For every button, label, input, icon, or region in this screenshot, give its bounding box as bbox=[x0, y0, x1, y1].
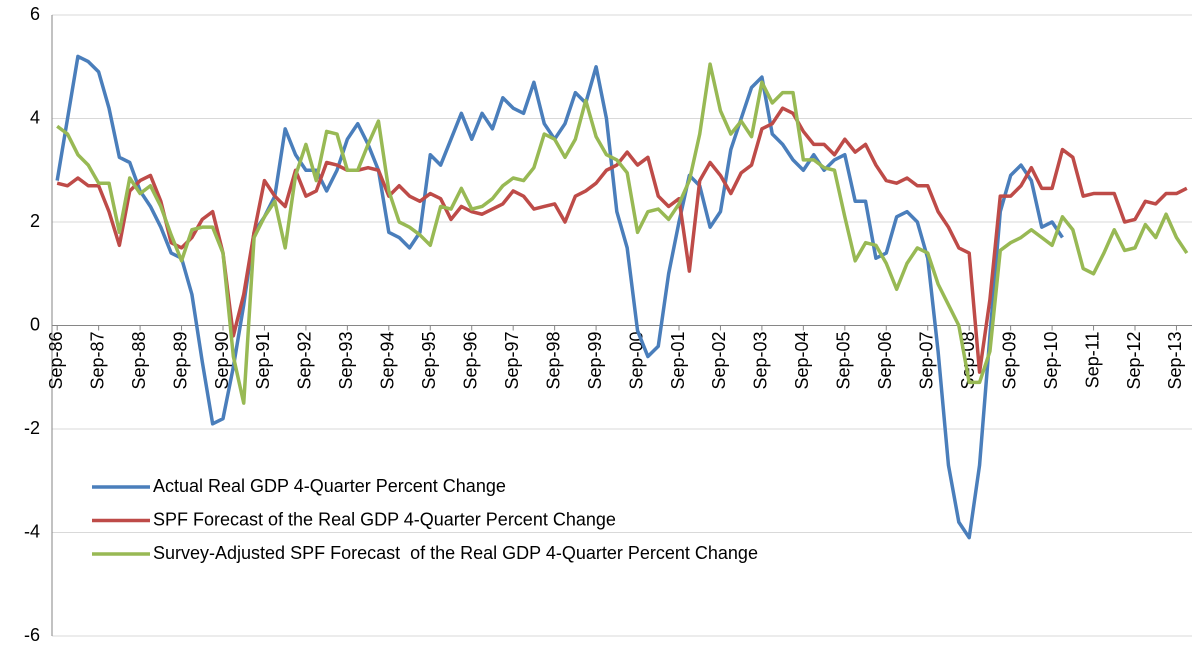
x-tick-label: Sep-97 bbox=[502, 332, 522, 390]
x-tick-label: Sep-09 bbox=[999, 332, 1019, 390]
x-tick-label: Sep-91 bbox=[253, 332, 273, 390]
legend-label: Actual Real GDP 4-Quarter Percent Change bbox=[153, 476, 506, 496]
x-tick-label: Sep-92 bbox=[295, 332, 315, 390]
series-line bbox=[55, 54, 1064, 540]
y-tick-label: -6 bbox=[24, 625, 40, 645]
x-tick-label: Sep-03 bbox=[751, 332, 771, 390]
x-tick-label: Sep-07 bbox=[916, 332, 936, 390]
y-tick-label: 4 bbox=[30, 107, 40, 127]
x-tick-label: Sep-00 bbox=[626, 332, 646, 390]
x-tick-label: Sep-10 bbox=[1041, 332, 1061, 390]
x-tick-label: Sep-89 bbox=[170, 332, 190, 390]
x-tick-label: Sep-13 bbox=[1165, 332, 1185, 390]
x-tick-label: Sep-02 bbox=[709, 332, 729, 390]
x-tick-label: Sep-86 bbox=[46, 332, 66, 390]
x-tick-label: Sep-99 bbox=[585, 332, 605, 390]
x-tick-label: Sep-94 bbox=[378, 332, 398, 390]
y-tick-label: -4 bbox=[24, 521, 40, 541]
legend-label: SPF Forecast of the Real GDP 4-Quarter P… bbox=[153, 509, 616, 529]
legend-label: Survey-Adjusted SPF Forecast of the Real… bbox=[153, 543, 758, 563]
x-tick-label: Sep-90 bbox=[212, 332, 232, 390]
y-tick-label: 2 bbox=[30, 211, 40, 231]
x-tick-label: Sep-05 bbox=[834, 332, 854, 390]
x-tick-label: Sep-96 bbox=[460, 332, 480, 390]
x-tick-label: Sep-04 bbox=[792, 332, 812, 390]
x-tick-label: Sep-12 bbox=[1124, 332, 1144, 390]
y-tick-label: -2 bbox=[24, 418, 40, 438]
x-tick-label: Sep-01 bbox=[668, 332, 688, 390]
x-tick-label: Sep-93 bbox=[336, 332, 356, 390]
series-line bbox=[56, 62, 1189, 405]
x-tick-label: Sep-88 bbox=[129, 332, 149, 390]
series-line bbox=[56, 106, 1188, 374]
x-tick-label: Sep-87 bbox=[87, 332, 107, 390]
x-tick-label: Sep-06 bbox=[875, 332, 895, 390]
x-tick-label: Sep-98 bbox=[543, 332, 563, 390]
y-tick-label: 6 bbox=[30, 4, 40, 24]
y-tick-label: 0 bbox=[30, 314, 40, 334]
x-tick-label: Sep-95 bbox=[419, 332, 439, 390]
x-tick-label: Sep-11 bbox=[1082, 332, 1102, 389]
